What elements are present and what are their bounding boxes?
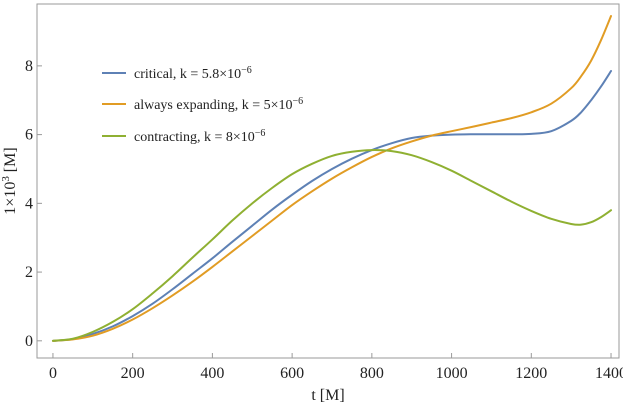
legend-label-text: always expanding, k = 5×10	[134, 98, 292, 113]
x-tick-label: 1200	[515, 365, 547, 382]
series-line-2	[51, 149, 613, 342]
y-axis-label-base: 1×10	[2, 182, 19, 215]
y-axis-label-exponent: 3	[0, 176, 12, 182]
series-line-1	[51, 15, 613, 342]
y-tick-label: 0	[25, 333, 33, 350]
series-line-0	[51, 70, 613, 342]
legend-label-exponent: −6	[255, 128, 266, 139]
legend-label-exponent: −6	[241, 65, 252, 76]
legend-label-2: contracting, k = 8×10−6	[134, 128, 265, 146]
y-axis-label: 1×103 [M]	[0, 147, 19, 214]
y-tick-label: 4	[25, 195, 33, 212]
x-tick-label: 400	[200, 365, 224, 382]
y-axis-ticks: 0 2 4 6 8	[25, 58, 42, 350]
y-axis-label-unit: [M]	[2, 147, 19, 176]
x-tick-label: 200	[121, 365, 145, 382]
x-tick-label: 1000	[436, 365, 468, 382]
series-layer	[51, 15, 613, 342]
legend-label-1: always expanding, k = 5×10−6	[134, 96, 303, 114]
x-tick-label: 0	[49, 365, 57, 382]
y-tick-label: 8	[25, 58, 33, 75]
legend-label-text: contracting, k = 8×10	[134, 130, 255, 145]
x-axis-label: t [M]	[311, 387, 344, 404]
y-tick-label: 2	[25, 264, 33, 281]
legend-label-0: critical, k = 5.8×10−6	[134, 65, 252, 83]
plot-frame	[36, 3, 620, 359]
y-tick-label: 6	[25, 127, 33, 144]
x-tick-label: 600	[280, 365, 304, 382]
legend-label-exponent: −6	[292, 96, 303, 107]
x-tick-label: 800	[360, 365, 384, 382]
legend-label-text: critical, k = 5.8×10	[134, 67, 241, 82]
